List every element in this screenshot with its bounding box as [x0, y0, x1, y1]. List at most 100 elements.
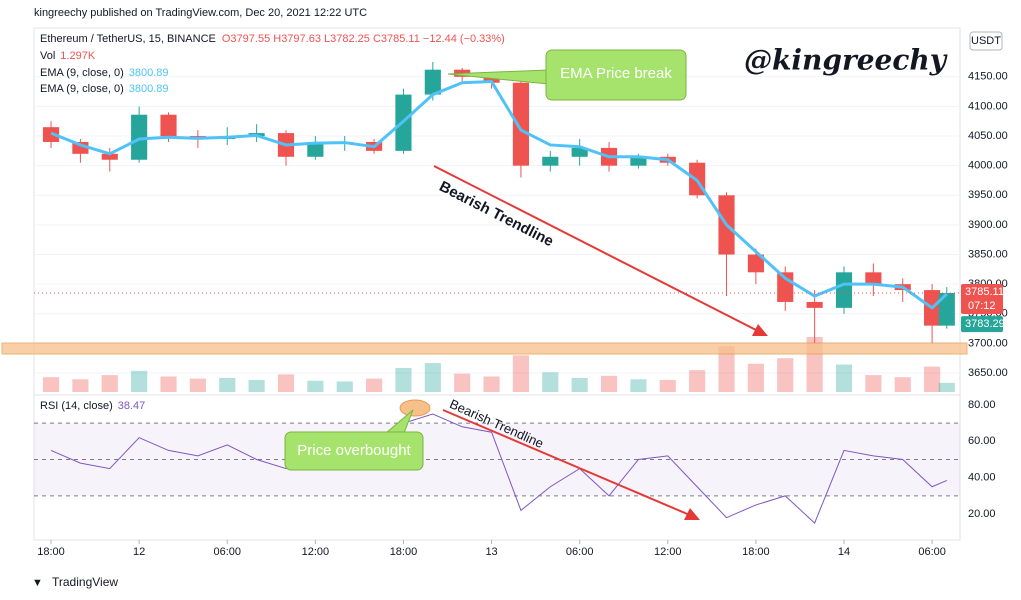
ema-legend: EMA (9, close, 0) 3800.89	[40, 67, 169, 79]
price-tag	[961, 283, 1003, 314]
trend-arrow	[433, 165, 761, 333]
candle-body	[571, 147, 588, 157]
candle-body	[72, 141, 89, 154]
rsi-name: RSI (14, close)	[40, 400, 113, 412]
volume-value: 1.297K	[60, 50, 96, 62]
volume-bar	[395, 368, 412, 392]
candle-body	[835, 272, 853, 308]
ema-tag-label: 3783.29	[965, 318, 1005, 330]
rsi-value: 38.47	[118, 400, 146, 412]
symbol-title: Ethereum / TetherUS, 15, BINANCE O3797.55…	[40, 33, 505, 45]
trend-label: Bearish Trendline	[436, 178, 556, 250]
x-tick-label: 18:00	[37, 546, 65, 558]
y-tick-label: 3900.00	[968, 219, 1008, 231]
y-tick-label: 4150.00	[968, 71, 1008, 83]
x-tick-label: 18:00	[390, 546, 418, 558]
volume-bar	[366, 378, 383, 392]
volume-bar	[248, 380, 265, 392]
volume-bar	[336, 381, 353, 392]
rsi-legend: RSI (14, close) 38.47	[40, 400, 145, 412]
volume-bar	[630, 379, 647, 392]
callout-text: Price overbought	[297, 442, 411, 459]
ema-tag	[961, 316, 1003, 333]
y-tick-label: 3700.00	[968, 337, 1008, 349]
volume-bar	[835, 364, 853, 392]
volume-bar	[454, 373, 471, 392]
x-tick-label: 13	[485, 546, 497, 558]
x-tick-label: 14	[838, 546, 850, 558]
x-tick-label: 12	[133, 546, 145, 558]
trend-arrow	[442, 409, 693, 517]
volume-bar	[101, 375, 118, 392]
volume-bar	[777, 358, 794, 392]
volume-bar	[72, 379, 89, 392]
callout-box	[284, 431, 424, 471]
volume-legend: Vol 1.297K	[40, 50, 96, 62]
y-tick-label: 3650.00	[968, 367, 1008, 379]
candle-body	[160, 114, 177, 137]
candle-body	[542, 156, 559, 166]
ema-value: 3800.89	[129, 83, 169, 95]
arrow-head	[752, 324, 768, 336]
currency: USDT	[971, 35, 1001, 47]
ohlc: O3797.55 H3797.63 L3782.25 C3785.11 −12.…	[222, 33, 505, 45]
ema-value: 3800.89	[129, 67, 169, 79]
ema-legend: EMA (9, close, 0) 3800.89	[40, 83, 169, 95]
candle-body	[307, 141, 324, 157]
x-tick-label: 06:00	[918, 546, 946, 558]
x-tick-label: 18:00	[742, 546, 770, 558]
volume-bar	[307, 380, 324, 392]
y-tick-label: 80.00	[968, 399, 996, 411]
volume-bar	[894, 377, 911, 392]
candle-body	[865, 272, 882, 285]
volume-bar	[938, 382, 955, 392]
rsi-line	[50, 413, 947, 524]
x-tick-label: 06:00	[213, 546, 241, 558]
volume-bar	[865, 375, 882, 392]
volume-bar	[747, 363, 764, 392]
candle-body	[806, 301, 823, 308]
candle-body	[512, 82, 530, 166]
candle-body	[630, 156, 647, 166]
y-tick-label: 3850.00	[968, 248, 1008, 260]
candle-body	[101, 153, 118, 160]
volume-bar	[131, 370, 148, 392]
candle-body	[938, 292, 955, 326]
price-tag-label: 3785.11	[965, 286, 1004, 298]
ema-name: EMA (9, close, 0)	[40, 67, 124, 79]
callout-text: EMA Price break	[560, 65, 672, 82]
y-tick-label: 40.00	[968, 472, 996, 484]
highlight-ellipse	[399, 399, 431, 417]
ema-name: EMA (9, close, 0)	[40, 83, 124, 95]
volume-bar	[542, 372, 559, 392]
plot-layer: 3650.003700.003750.003800.003850.003900.…	[34, 61, 1008, 558]
candle-body	[424, 69, 441, 95]
volume-bar	[483, 376, 500, 392]
countdown: 07:12	[968, 300, 996, 312]
footer-brand: TradingView	[52, 575, 118, 589]
y-tick-label: 4100.00	[968, 100, 1008, 112]
volume-bar	[160, 376, 177, 392]
y-tick-label: 20.00	[968, 508, 996, 520]
y-tick-label: 4000.00	[968, 160, 1008, 172]
volume-bar	[689, 370, 706, 392]
candle-body	[483, 76, 500, 83]
volume-name: Vol	[40, 50, 55, 62]
watermark: @kingreechy	[744, 44, 948, 77]
publish-header: kingreechy published on TradingView.com,…	[34, 7, 367, 19]
volume-bar	[189, 378, 206, 392]
x-tick-label: 12:00	[302, 546, 330, 558]
volume-bar	[277, 374, 295, 392]
x-tick-label: 12:00	[654, 546, 682, 558]
candle-body	[747, 254, 764, 273]
volume-bar	[424, 363, 441, 392]
y-tick-label: 4050.00	[968, 130, 1008, 142]
logo-mark: ▼	[32, 577, 43, 589]
ema-line	[50, 80, 948, 310]
callout-box	[545, 49, 687, 101]
support-zone	[1, 342, 968, 355]
volume-bar	[42, 377, 60, 392]
x-tick-label: 06:00	[566, 546, 594, 558]
y-tick-label: 3950.00	[968, 189, 1008, 201]
